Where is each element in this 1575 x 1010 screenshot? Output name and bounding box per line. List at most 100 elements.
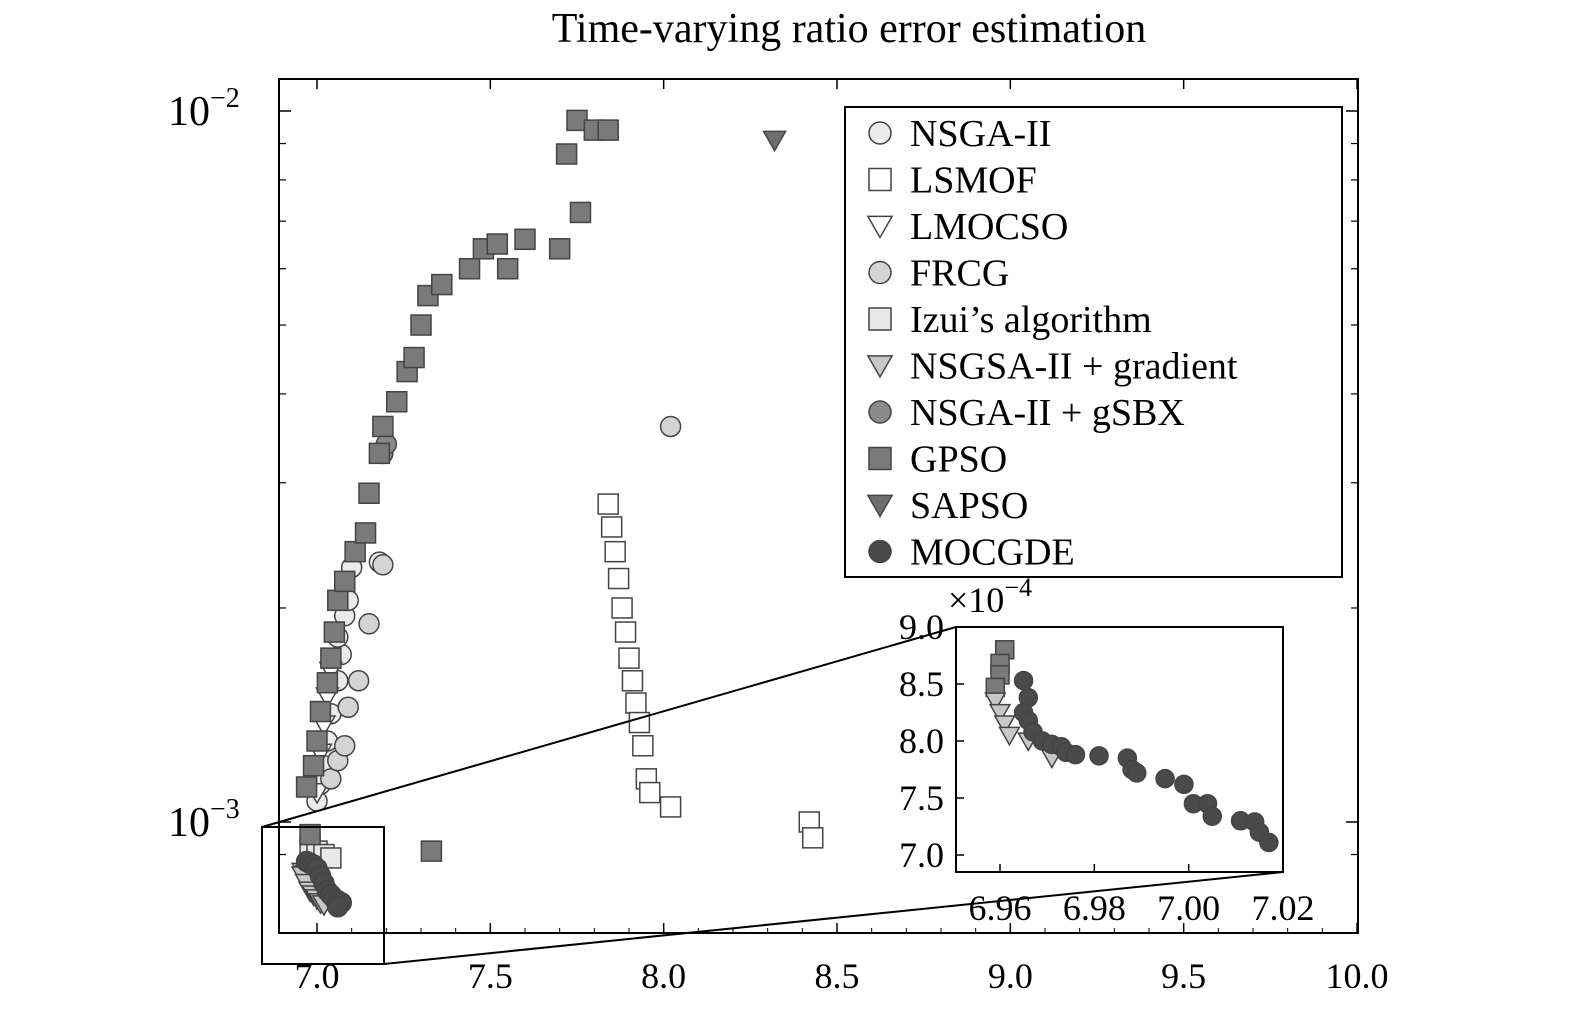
- data-point-gpso: [333, 570, 356, 593]
- inset-point-mocgde: [1127, 763, 1147, 783]
- data-point-frcg: [320, 768, 342, 790]
- y-tick-label: 10−3: [168, 794, 240, 846]
- legend-label: NSGA-II + gSBX: [910, 392, 1185, 434]
- data-point-gpso: [320, 647, 342, 669]
- legend-label: LMOCSO: [910, 206, 1068, 248]
- data-point-frcg: [659, 415, 682, 438]
- data-point-gpso: [403, 346, 425, 369]
- legend-label: GPSO: [910, 439, 1007, 481]
- legend-marker: [868, 400, 892, 424]
- data-point-gpso: [431, 273, 453, 296]
- data-point-lsmof: [659, 796, 682, 818]
- data-point-gpso: [420, 840, 443, 862]
- data-point-lsmof: [600, 516, 623, 538]
- main-axis-ticks: 7.0 7.5 8.0 8.5 9.0 9.5 10.0 10−2 10−3: [168, 79, 1389, 996]
- inset-point-nsgsa-ii-gradient: [988, 703, 1012, 724]
- inset-y-tick-label: 7.5: [899, 778, 944, 818]
- data-point-gpso: [597, 119, 619, 141]
- data-point-gpso: [295, 776, 318, 798]
- inset-y-multiplier: ×10−4: [948, 573, 1032, 620]
- zoom-guides: [261, 626, 1284, 965]
- legend-label: SAPSO: [910, 485, 1028, 527]
- data-point-frcg: [347, 670, 370, 692]
- legend-marker: [868, 539, 892, 564]
- legend-label: NSGSA-II + gradient: [910, 346, 1238, 388]
- data-point-lsmof: [618, 647, 640, 669]
- data-point-gpso: [306, 730, 328, 752]
- legend-label: NSGA-II: [910, 113, 1051, 155]
- legend-box: [844, 106, 1343, 578]
- y-tick-label: 10−2: [168, 83, 240, 135]
- legend-label: FRCG: [910, 253, 1009, 295]
- legend-label: Izui’s algorithm: [910, 299, 1152, 341]
- data-point-gpso: [354, 522, 377, 544]
- x-tick-label: 9.5: [1161, 956, 1206, 996]
- data-point-gpso: [316, 671, 339, 694]
- inset-y-tick-label: 8.0: [899, 721, 944, 761]
- legend-label: LSMOF: [910, 160, 1037, 202]
- inset-point-mocgde: [1155, 768, 1175, 789]
- inset-chart: 6.96 6.98 7.00 7.02 7.0 7.5 8.0 8.5 9.0×10−4: [899, 573, 1315, 928]
- data-point-gpso: [344, 540, 366, 563]
- zoom-guide-line: [383, 871, 1284, 965]
- chart-title: Time-varying ratio error estimation: [552, 6, 1146, 52]
- inset-x-tick-label: 6.98: [1063, 888, 1126, 928]
- data-point-frcg: [372, 554, 394, 576]
- x-tick-label: 8.0: [641, 956, 686, 996]
- data-point-lsmof: [621, 670, 644, 692]
- inset-point-nsgsa-ii-gradient: [984, 692, 1007, 713]
- inset-y-tick-label: 8.5: [899, 664, 944, 704]
- data-point-mocgde: [327, 895, 349, 918]
- legend-marker: [866, 355, 894, 379]
- data-point-gpso: [555, 143, 578, 165]
- inset-y-tick-label: 9.0: [899, 607, 944, 647]
- data-point-gpso: [514, 228, 536, 251]
- plot-area: [278, 78, 1359, 934]
- data-point-frcg: [333, 735, 356, 757]
- legend-marker: [868, 446, 892, 471]
- legend-marker: [868, 121, 892, 145]
- data-point-gpso: [323, 621, 346, 643]
- x-tick-label: 10.0: [1326, 956, 1389, 996]
- data-point-gpso: [548, 238, 571, 260]
- data-point-gpso: [372, 415, 394, 438]
- legend-marker: [868, 260, 892, 285]
- data-point-gpso: [358, 482, 380, 504]
- main-data-points: [290, 109, 824, 918]
- data-point-frcg: [358, 613, 380, 635]
- inset-x-tick-label: 7.02: [1252, 888, 1315, 928]
- inset-point-mocgde: [1174, 774, 1194, 795]
- data-point-frcg: [337, 696, 359, 719]
- legend-marker: [868, 167, 892, 192]
- inset-y-tick-label: 7.0: [899, 835, 944, 875]
- data-point-lsmof: [625, 692, 647, 714]
- data-point-lsmof: [614, 621, 637, 643]
- legend-marker: [866, 215, 894, 240]
- data-point-gpso: [385, 391, 408, 413]
- data-point-gpso: [299, 823, 321, 846]
- data-point-lsmof: [597, 493, 619, 515]
- data-point-gpso: [458, 257, 481, 280]
- x-tick-label: 8.5: [815, 956, 860, 996]
- data-point-gpso: [569, 201, 592, 224]
- data-point-lsmof: [604, 540, 626, 563]
- inset-point-mocgde: [1202, 806, 1222, 826]
- data-point-lsmof: [801, 827, 824, 849]
- data-point-gpso: [309, 700, 332, 723]
- data-point-sapso: [762, 130, 787, 153]
- inset-point-mocgde: [1065, 744, 1086, 765]
- data-point-lsmof: [639, 781, 661, 804]
- inset-x-tick-label: 7.00: [1157, 888, 1220, 928]
- inset-frame: [955, 626, 1284, 873]
- inset-point-nsgsa-ii-gradient: [998, 726, 1021, 747]
- data-point-gpso: [327, 589, 349, 612]
- inset-point-mocgde: [1089, 746, 1109, 766]
- data-point-lsmof: [611, 597, 633, 619]
- legend-label: MOCGDE: [910, 532, 1075, 574]
- inset-point-nsgsa-ii-gradient: [993, 715, 1016, 735]
- legend-marker: [866, 494, 894, 519]
- inset-point-mocgde: [1259, 832, 1279, 853]
- data-point-lsmof: [632, 735, 654, 757]
